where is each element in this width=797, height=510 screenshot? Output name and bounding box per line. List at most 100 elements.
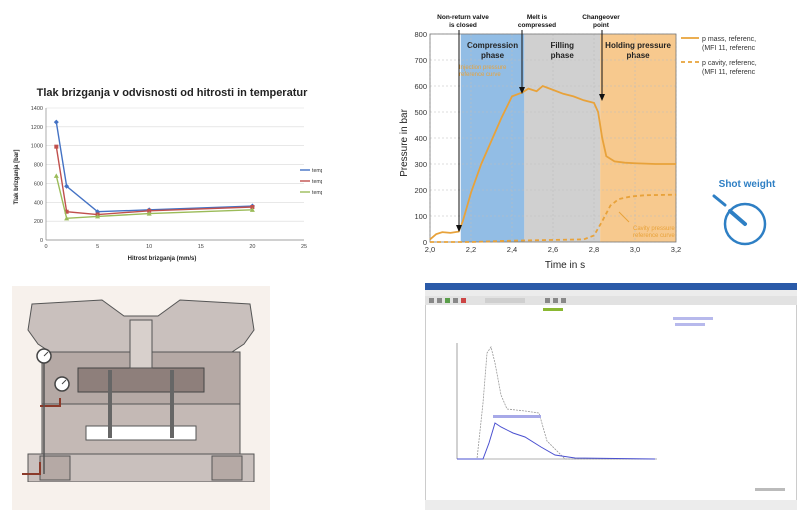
diagram-title-bar xyxy=(543,308,563,311)
ejector-plate xyxy=(85,425,197,441)
toolbar-icon-3[interactable] xyxy=(445,298,450,303)
y-tick-label: 400 xyxy=(34,200,43,206)
sprue-bushing xyxy=(129,319,153,369)
series-lines xyxy=(53,119,255,221)
y-tick-label: 0 xyxy=(40,238,43,244)
data-point xyxy=(249,207,255,212)
series-line xyxy=(430,193,677,243)
data-point xyxy=(53,119,59,125)
x-tick-label: 2,6 xyxy=(548,245,558,254)
grid-lines xyxy=(429,33,677,243)
pressure-speed-chart: Tlak brizganja v odvisnosti od hitrosti … xyxy=(12,82,322,267)
window-title-bar xyxy=(425,283,797,290)
x-axis-label: Hitrost brizganja (mm/s) xyxy=(128,256,197,262)
x-tick-label: 3,0 xyxy=(630,245,640,254)
data-point xyxy=(147,208,152,213)
toolbar xyxy=(425,296,797,305)
legend-label: temperatura 200°C xyxy=(312,168,322,174)
annotation-cavity-ref: Cavity pressure reference curve xyxy=(633,226,675,239)
data-point xyxy=(64,209,69,214)
phase-label: Filling phase xyxy=(550,41,574,60)
toolbar-field[interactable] xyxy=(485,298,525,303)
data-point xyxy=(64,183,70,189)
y-tick-label: 500 xyxy=(414,108,427,117)
chart-title: Tlak brizganja v odvisnosti od hitrosti … xyxy=(37,87,308,99)
data-point xyxy=(54,144,59,149)
y-tick-label: 800 xyxy=(414,30,427,39)
bottom-support-right xyxy=(211,455,243,481)
arrowhead-melt xyxy=(519,87,525,94)
x-tick-label: 2,4 xyxy=(507,245,517,254)
shot-weight-widget: Shot weight xyxy=(712,179,776,246)
series-line xyxy=(55,122,253,213)
y-axis-label: Pressure in bar xyxy=(399,108,410,176)
x-tick-label: 3,2 xyxy=(671,245,681,254)
bottom-support-left xyxy=(39,455,71,481)
legend-label: temperatura 210°C xyxy=(312,179,322,185)
toolbar-icon-8[interactable] xyxy=(561,298,566,303)
x-tick-label: 20 xyxy=(249,244,255,250)
plot-frame xyxy=(429,33,677,243)
legend-label: p mass, referenc, (MFI 11, referenc xyxy=(702,36,756,52)
gauge-icon xyxy=(723,202,767,246)
ejector-pin-2 xyxy=(170,370,174,438)
arrowhead-changeover xyxy=(599,94,605,101)
shot-weight-label: Shot weight xyxy=(719,179,776,190)
right-legend-2 xyxy=(675,323,705,326)
toolbar-icon-7[interactable] xyxy=(553,298,558,303)
status-bar xyxy=(425,500,797,510)
y-tick-label: 800 xyxy=(34,163,43,169)
x-tick-label: 25 xyxy=(301,244,307,250)
arrowhead-non-return xyxy=(456,225,462,232)
cavity-insert xyxy=(77,367,205,393)
toolbar-icon-4[interactable] xyxy=(453,298,458,303)
y-tick-label: 300 xyxy=(414,160,427,169)
annotation-non-return: Non-return valve is closed xyxy=(437,14,489,29)
pressure-time-chart: Compression phase Filling phase Holding pres… xyxy=(397,8,797,270)
phase-label: Holding pressure phase xyxy=(605,41,671,60)
data-point xyxy=(95,213,101,219)
data-point xyxy=(250,205,255,209)
x-tick-label: 10 xyxy=(146,244,152,250)
x-tick-label: 2,0 xyxy=(425,245,435,254)
legend-label: p cavity, referenc, (MFI 11, referenc xyxy=(702,60,757,76)
arrow-cavity-ref xyxy=(618,211,630,223)
trace-blue xyxy=(457,422,656,460)
y-tick-label: 600 xyxy=(414,82,427,91)
dial-gauge-bottom-needle xyxy=(61,379,67,385)
x-tick-label: 2,8 xyxy=(589,245,599,254)
status-readout xyxy=(755,488,785,491)
x-axis-label: Time in s xyxy=(545,260,585,270)
y-tick-label: 600 xyxy=(34,181,43,187)
software-window-svg xyxy=(425,283,797,510)
annotation-injection-ref: Injection pressure reference curve xyxy=(459,65,507,78)
cooling-line-left xyxy=(22,462,41,475)
y-axis-label: Tlak brizganja [bar] xyxy=(14,149,20,204)
grid-lines xyxy=(45,107,304,241)
mold-diagram-svg xyxy=(12,299,270,510)
phase-label: Compression phase xyxy=(467,41,518,60)
y-tick-label: 1400 xyxy=(31,106,43,112)
toolbar-icon-2[interactable] xyxy=(437,298,442,303)
cooling-line-mid xyxy=(40,398,61,407)
legend: temperatura 200°C temperatura 210°C temper… xyxy=(300,168,322,196)
series-line xyxy=(55,146,253,216)
window-frame xyxy=(425,283,797,510)
dial-gauge-top-needle xyxy=(43,351,49,357)
toolbar-icon-1[interactable] xyxy=(429,298,434,303)
data-point xyxy=(146,211,152,216)
hand-pointer-icon xyxy=(712,194,727,207)
mold-cross-section xyxy=(12,286,270,510)
legend: p mass, referenc, (MFI 11, referenc p cavi… xyxy=(681,36,757,76)
right-legend-1 xyxy=(673,317,713,320)
pressure-time-svg: Compression phase Filling phase Holding pres… xyxy=(399,14,776,270)
y-tick-label: 700 xyxy=(414,56,427,65)
y-tick-label: 100 xyxy=(414,212,427,221)
y-tick-label: 200 xyxy=(34,219,43,225)
y-tick-label: 0 xyxy=(423,238,427,247)
toolbar-icon-6[interactable] xyxy=(545,298,550,303)
annotation-changeover: Changeover point xyxy=(582,14,620,29)
menu-bar xyxy=(425,290,797,296)
data-point xyxy=(53,173,59,178)
toolbar-icon-5[interactable] xyxy=(461,298,466,303)
